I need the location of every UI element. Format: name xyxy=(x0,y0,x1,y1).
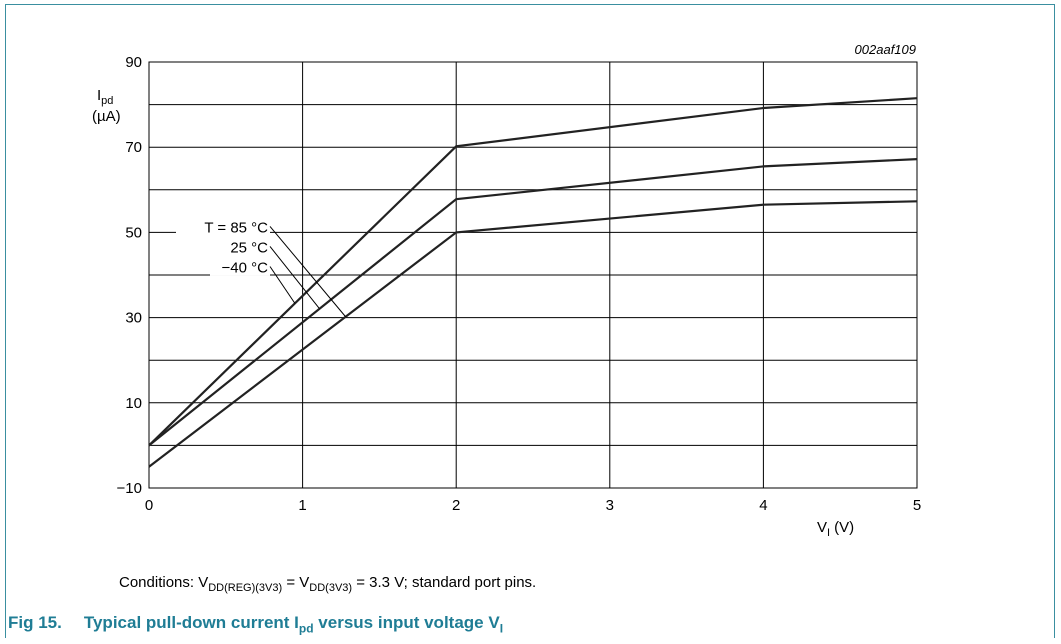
y-tick-label: 90 xyxy=(125,54,142,71)
x-axis-symbol: V xyxy=(817,519,827,536)
caption-sub-b: I xyxy=(499,621,504,636)
caption-sub-a: pd xyxy=(298,621,314,636)
y-tick-label: 10 xyxy=(125,395,142,412)
y-tick-label: −10 xyxy=(117,480,142,497)
y-axis-subscript: pd xyxy=(101,95,113,107)
series-line xyxy=(148,200,918,468)
y-tick-label: 30 xyxy=(125,310,142,327)
tick-labels: −10 10 30 50 70 90 0 1 2 3 4 5 xyxy=(117,54,922,514)
conditions-prefix: Conditions: V xyxy=(119,574,208,591)
conditions-text: Conditions: VDD(REG)(3V3) = VDD(3V3) = 3… xyxy=(119,574,536,594)
legend-label: 25 °C xyxy=(230,239,268,256)
legend-label-bg xyxy=(210,257,270,276)
x-tick-label: 0 xyxy=(145,497,153,514)
x-tick-label: 5 xyxy=(913,497,921,514)
legend-label-bg xyxy=(210,237,270,256)
conditions-sub1: DD(REG)(3V3) xyxy=(208,582,282,594)
legend-leader-line xyxy=(269,226,346,318)
legend: T = 85 °C 25 °C −40 °C xyxy=(176,217,346,318)
series-line xyxy=(148,158,918,447)
x-axis-unit: (V) xyxy=(834,519,854,536)
legend-label: T = 85 °C xyxy=(204,219,268,236)
y-axis-unit: (µA) xyxy=(92,108,121,125)
caption-text-b: versus input voltage V xyxy=(313,613,500,632)
y-tick-label: 70 xyxy=(125,139,142,156)
series-lines xyxy=(148,97,918,468)
conditions-sub2: DD(3V3) xyxy=(309,582,352,594)
legend-leader-line xyxy=(269,246,320,310)
x-tick-label: 3 xyxy=(606,497,614,514)
x-axis-subscript: I xyxy=(827,527,830,539)
caption-text-a: Typical pull-down current I xyxy=(83,613,299,632)
y-axis-label: Ipd xyxy=(97,87,113,107)
x-tick-label: 4 xyxy=(759,497,767,514)
conditions-suffix: = 3.3 V; standard port pins. xyxy=(352,574,536,591)
series-line xyxy=(148,97,918,447)
figure-id: 002aaf109 xyxy=(855,42,916,57)
x-tick-label: 1 xyxy=(298,497,306,514)
y-axis-symbol: I xyxy=(97,87,101,104)
conditions-mid: = V xyxy=(282,574,309,591)
grid xyxy=(149,62,917,488)
y-tick-label: 50 xyxy=(125,224,142,241)
figure-number: Fig 15. xyxy=(8,613,62,632)
legend-leader-line xyxy=(269,266,296,304)
figure-frame xyxy=(5,4,1055,638)
figure-caption: Fig 15. Typical pull-down current Ipd ver… xyxy=(8,613,503,635)
legend-label: −40 °C xyxy=(222,259,269,276)
legend-label-bg xyxy=(176,217,270,236)
x-axis-label: VI (V) xyxy=(817,519,854,539)
x-tick-label: 2 xyxy=(452,497,460,514)
